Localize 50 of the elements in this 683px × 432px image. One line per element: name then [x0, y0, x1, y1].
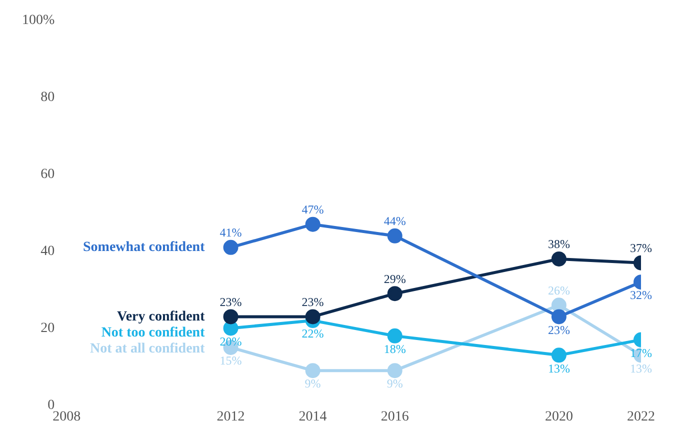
- point: [223, 309, 238, 324]
- x-tick-label: 2016: [380, 409, 409, 424]
- point: [551, 309, 566, 324]
- x-tick-label: 2008: [52, 409, 81, 424]
- data-label: 23%: [548, 322, 570, 337]
- point: [551, 298, 566, 313]
- y-tick-label: 60: [40, 166, 55, 182]
- data-label: 9%: [386, 376, 403, 391]
- x-tick-label: 2020: [544, 409, 573, 424]
- data-label: 41%: [220, 226, 242, 240]
- x-tick-label: 2012: [216, 409, 245, 424]
- series-label: Not at all confident: [90, 341, 206, 356]
- point: [305, 363, 320, 378]
- series-label: Not too confident: [101, 325, 206, 340]
- point: [305, 309, 320, 324]
- data-label: 47%: [302, 202, 324, 216]
- y-tick-label: 40: [40, 244, 55, 259]
- data-label: 13%: [630, 361, 652, 376]
- series-label: Very confident: [116, 309, 206, 324]
- point: [387, 363, 402, 378]
- y-tick-label: 80: [40, 90, 55, 106]
- data-label: 17%: [630, 346, 652, 360]
- data-label: 22%: [302, 326, 324, 341]
- point: [551, 251, 566, 266]
- data-label: 20%: [220, 334, 242, 348]
- data-label: 23%: [302, 294, 324, 309]
- point: [387, 328, 402, 344]
- y-tick-label: 100%: [22, 13, 55, 28]
- data-label: 26%: [548, 283, 570, 298]
- point: [551, 348, 566, 363]
- x-tick-label: 2022: [627, 409, 655, 424]
- data-label: 37%: [630, 240, 652, 255]
- data-label: 9%: [304, 376, 321, 391]
- data-label: 18%: [384, 342, 406, 356]
- point: [387, 228, 402, 244]
- y-tick-label: 20: [40, 320, 55, 336]
- point: [305, 216, 320, 232]
- point: [387, 286, 402, 302]
- data-label: 15%: [220, 354, 242, 368]
- data-label: 32%: [630, 288, 652, 302]
- y-tick-label: 0: [48, 398, 55, 413]
- data-label: 38%: [548, 237, 570, 252]
- data-label: 29%: [384, 272, 406, 286]
- series-label: Somewhat confident: [83, 240, 206, 256]
- data-label: 23%: [220, 294, 242, 309]
- x-tick-label: 2014: [298, 409, 327, 424]
- data-label: 13%: [548, 361, 570, 376]
- point: [223, 320, 238, 336]
- point: [223, 240, 238, 255]
- data-label: 44%: [384, 214, 406, 228]
